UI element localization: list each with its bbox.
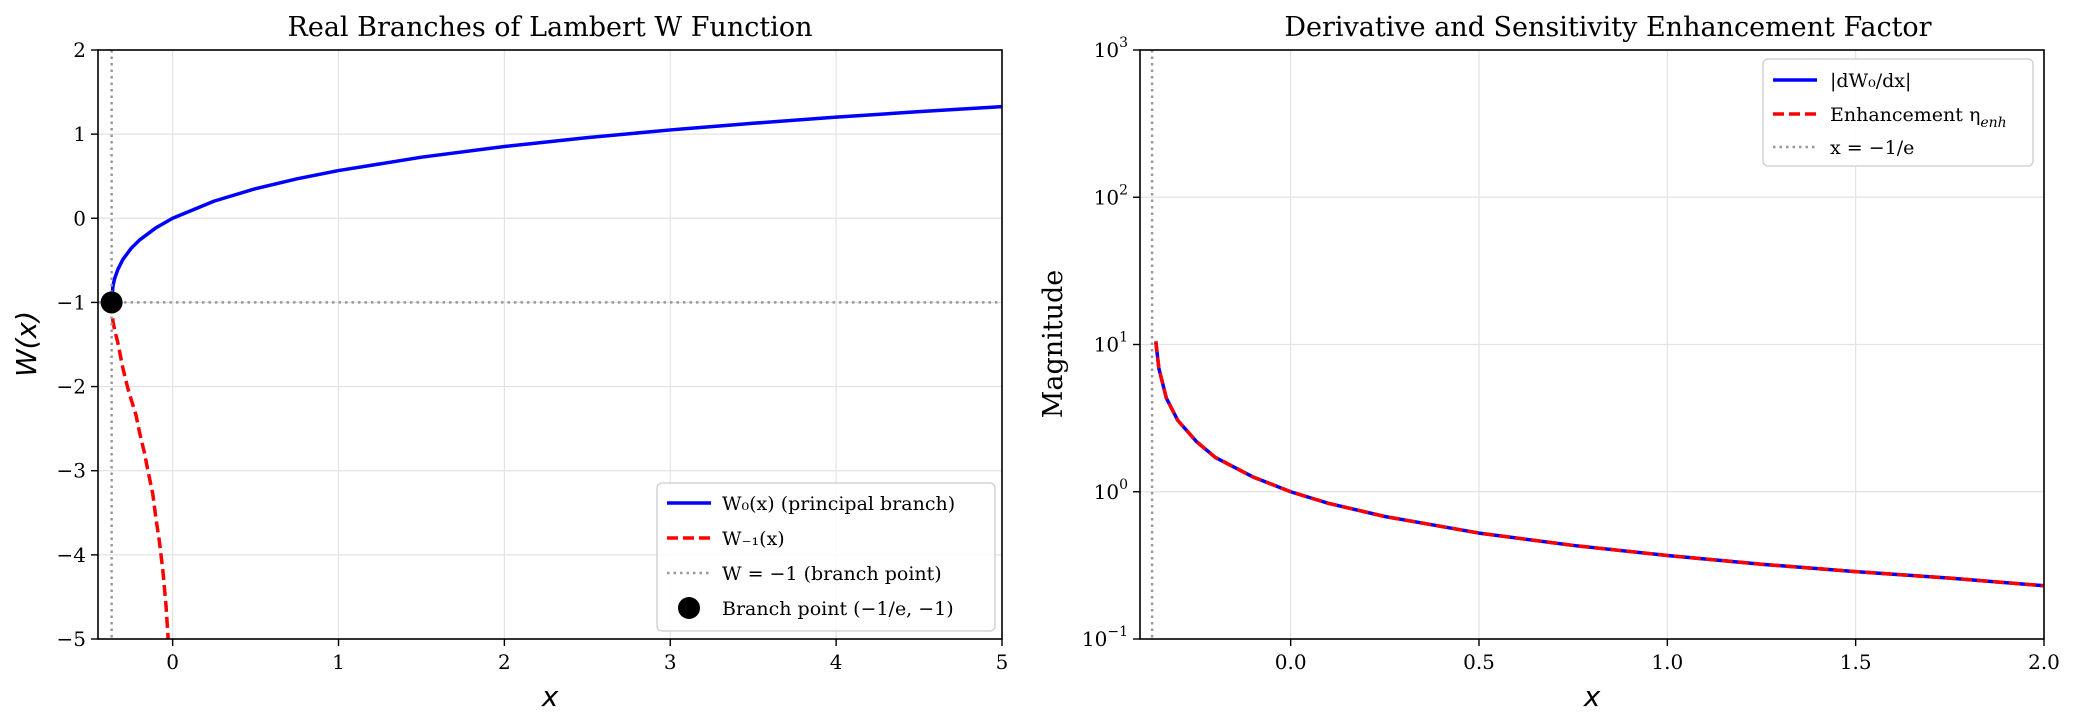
left-chart-x-label: x <box>541 680 559 713</box>
left-legend-branch-point-swatch <box>678 597 700 619</box>
left-chart-x-ticks: 0 1 2 3 4 5 <box>166 639 1008 674</box>
x-tick-label: 1 <box>332 650 345 674</box>
y-tick-label: 0 <box>73 206 86 230</box>
right-chart-legend: |dW₀/dx| Enhancement ηenh x = −1/e <box>1762 58 2034 167</box>
right-chart-y-label: Magnitude <box>1038 270 1069 419</box>
series-line-1 <box>1154 341 2045 588</box>
y-tick-label: 100 <box>1094 477 1128 504</box>
x-tick-label: 0.0 <box>1275 650 1307 674</box>
left-legend-box <box>656 482 996 632</box>
x-tick-label: 0 <box>166 650 179 674</box>
left-chart-title: Real Branches of Lambert W Function <box>288 12 813 43</box>
x-tick-label: 2 <box>498 650 511 674</box>
y-tick-label: −1 <box>57 290 86 314</box>
right-legend-asymptote-label: x = −1/e <box>1830 137 1914 159</box>
y-tick-label: −5 <box>57 627 86 651</box>
x-tick-label: 1.5 <box>1840 650 1872 674</box>
x-tick-label: 4 <box>830 650 843 674</box>
left-chart-series <box>98 50 1003 640</box>
y-tick-label: −4 <box>57 543 86 567</box>
right-legend-enhancement-label: Enhancement ηenh <box>1830 104 2007 131</box>
right-chart: Derivative and Sensitivity Enhancement F… <box>1038 12 2060 713</box>
y-tick-label: 102 <box>1094 182 1128 209</box>
right-chart-x-label: x <box>1583 680 1601 713</box>
y-tick-label: 1 <box>73 122 86 146</box>
left-legend-wm1-label: W₋₁(x) <box>722 528 785 550</box>
series-line-0 <box>109 104 1003 303</box>
y-tick-label: 103 <box>1094 35 1128 62</box>
right-chart-y-ticks: 10−1 100 101 102 103 <box>1082 35 1140 651</box>
y-tick-label: 101 <box>1094 330 1128 357</box>
x-tick-label: 5 <box>996 650 1009 674</box>
left-chart-legend: W₀(x) (principal branch) W₋₁(x) W = −1 (… <box>656 482 996 632</box>
y-tick-label: −2 <box>57 375 86 399</box>
right-chart-x-ticks: 0.0 0.5 1.0 1.5 2.0 <box>1275 639 2060 674</box>
x-tick-label: 1.0 <box>1651 650 1683 674</box>
left-chart-y-label: W(x) <box>10 311 43 377</box>
y-tick-label: 2 <box>73 38 86 62</box>
right-chart-title: Derivative and Sensitivity Enhancement F… <box>1284 12 1931 43</box>
x-tick-label: 3 <box>664 650 677 674</box>
y-tick-label: −3 <box>57 459 86 483</box>
right-legend-derivative-label: |dW₀/dx| <box>1830 70 1911 92</box>
right-chart-series <box>1150 50 2045 639</box>
right-legend-box <box>1762 58 2034 167</box>
branch-point-marker <box>100 291 123 314</box>
left-legend-branch-line-label: W = −1 (branch point) <box>722 563 942 585</box>
left-legend-branch-point-label: Branch point (−1/e, −1) <box>722 598 954 620</box>
series-line-1 <box>109 302 170 640</box>
y-tick-label: 10−1 <box>1082 624 1128 651</box>
left-chart-axes-frame <box>97 49 1003 640</box>
left-chart-y-ticks: −5 −4 −3 −2 −1 0 1 2 <box>57 38 98 651</box>
left-legend-w0-label: W₀(x) (principal branch) <box>722 493 955 515</box>
left-chart: Real Branches of Lambert W Function 0 1 2 3… <box>10 12 1008 713</box>
x-tick-label: 0.5 <box>1463 650 1495 674</box>
x-tick-label: 2.0 <box>2028 650 2060 674</box>
